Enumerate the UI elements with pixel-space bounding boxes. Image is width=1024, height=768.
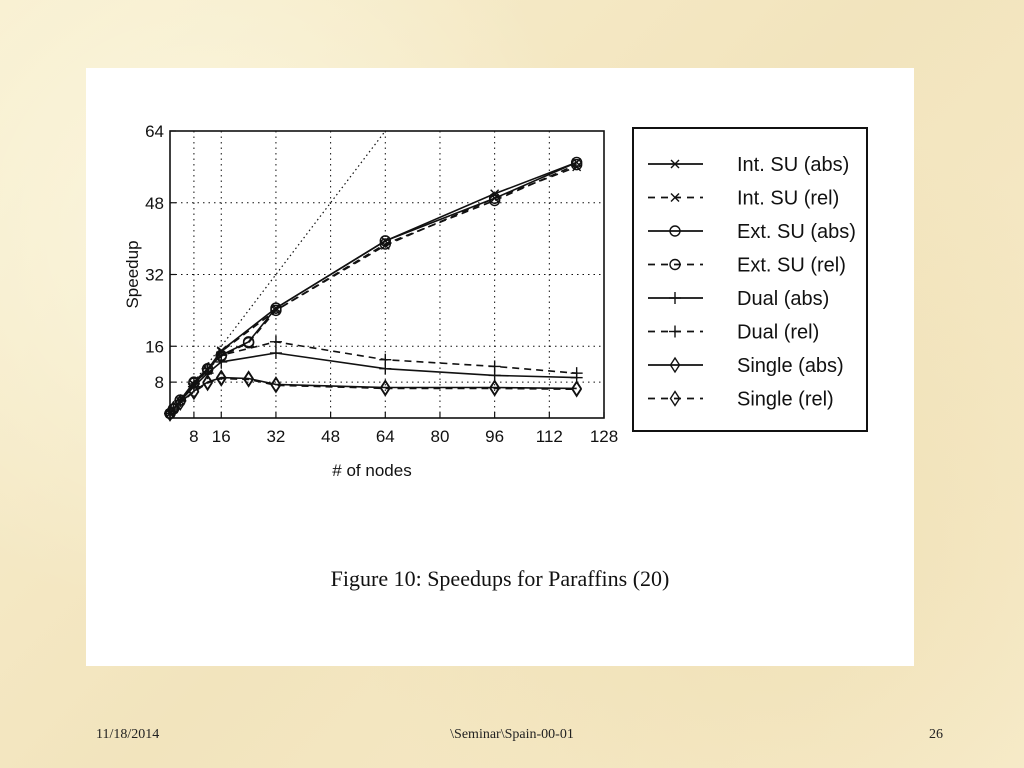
x-tick-label: 80 bbox=[431, 427, 450, 446]
series-line bbox=[169, 377, 577, 414]
legend-item-int-su-abs: Int. SU (abs) bbox=[648, 154, 849, 176]
legend-label: Ext. SU (rel) bbox=[737, 255, 846, 277]
figure-panel: 8 16 32 48 64 80 96 112 128 8 16 32 48 64 # of nodes Sp… bbox=[86, 68, 914, 666]
marker-diamond bbox=[379, 380, 391, 397]
legend-item-dual-abs: Dual (abs) bbox=[648, 288, 829, 310]
marker-diamond bbox=[202, 374, 213, 392]
marker-diamond bbox=[270, 376, 282, 394]
y-tick-label: 8 bbox=[155, 373, 164, 392]
legend-box bbox=[632, 127, 868, 432]
series-line bbox=[169, 352, 577, 414]
marker-x bbox=[670, 193, 680, 202]
legend-label: Dual (abs) bbox=[737, 288, 829, 310]
marker-circle bbox=[242, 336, 255, 349]
marker-x bbox=[670, 159, 680, 169]
slide-number: 26 bbox=[929, 727, 943, 742]
legend-label: Dual (rel) bbox=[737, 322, 819, 344]
marker-diamond bbox=[669, 390, 681, 407]
legend-item-single-abs: Single (abs) bbox=[648, 355, 844, 377]
series-single-rel bbox=[164, 370, 582, 422]
x-tick-label: 128 bbox=[590, 427, 618, 446]
ideal-speedup-line bbox=[170, 131, 386, 414]
x-tick-label: 64 bbox=[376, 427, 395, 446]
marker-circle bbox=[570, 158, 583, 171]
legend-item-ext-su-abs: Ext. SU (abs) bbox=[648, 221, 856, 243]
footer-date: 11/18/2014 bbox=[96, 727, 160, 742]
marker-circle bbox=[669, 225, 681, 237]
series-ext-su-abs bbox=[164, 156, 583, 420]
y-tick-label: 32 bbox=[145, 266, 164, 285]
speedup-chart: 8 16 32 48 64 80 96 112 128 8 16 32 48 64 # of nodes Sp… bbox=[123, 122, 868, 480]
legend-label: Int. SU (rel) bbox=[737, 188, 839, 210]
chart-legend: Int. SU (abs) Int. SU (rel) Ext. SU (abs) E… bbox=[632, 127, 868, 432]
legend-label: Ext. SU (abs) bbox=[737, 221, 856, 243]
series-ext-su-rel bbox=[164, 158, 583, 420]
legend-item-single-rel: Single (rel) bbox=[648, 389, 834, 411]
marker-diamond bbox=[571, 381, 582, 398]
series-int-su-abs bbox=[165, 157, 582, 419]
legend-label: Single (rel) bbox=[737, 389, 834, 411]
x-axis-title: # of nodes bbox=[332, 461, 411, 480]
marker-diamond bbox=[168, 400, 179, 418]
x-tick-label: 8 bbox=[189, 427, 198, 446]
x-tick-label: 16 bbox=[212, 427, 231, 446]
y-axis-title: Speedup bbox=[123, 240, 142, 308]
legend-label: Single (abs) bbox=[737, 355, 844, 377]
y-tick-label: 48 bbox=[145, 194, 164, 213]
legend-item-dual-rel: Dual (rel) bbox=[648, 322, 819, 344]
marker-diamond bbox=[669, 356, 681, 374]
x-tick-label: 96 bbox=[485, 427, 504, 446]
legend-item-int-su-rel: Int. SU (rel) bbox=[648, 188, 839, 210]
marker-circle bbox=[379, 235, 391, 247]
legend-item-ext-su-rel: Ext. SU (rel) bbox=[648, 255, 846, 277]
x-tick-label: 112 bbox=[536, 427, 563, 446]
marker-diamond bbox=[243, 371, 254, 388]
series-int-su-rel bbox=[165, 162, 582, 419]
marker-diamond bbox=[188, 383, 200, 401]
marker-diamond bbox=[489, 380, 500, 397]
marker-circle bbox=[488, 194, 501, 207]
marker-circle bbox=[270, 304, 282, 317]
legend-label: Int. SU (abs) bbox=[737, 154, 849, 176]
series-line bbox=[169, 376, 577, 414]
marker-circle bbox=[669, 258, 681, 271]
x-tick-label: 32 bbox=[266, 427, 285, 446]
figure-caption: Figure 10: Speedups for Paraffins (20) bbox=[330, 566, 670, 591]
series-single-abs bbox=[164, 369, 582, 422]
marker-circle bbox=[379, 238, 391, 250]
y-tick-label: 16 bbox=[145, 337, 164, 356]
y-tick-label: 64 bbox=[145, 122, 164, 141]
marker-diamond bbox=[174, 394, 186, 412]
marker-diamond bbox=[164, 405, 176, 422]
footer-path: \Seminar\Spain-00-01 bbox=[450, 727, 574, 742]
x-tick-label: 48 bbox=[321, 427, 340, 446]
marker-diamond bbox=[215, 370, 227, 387]
